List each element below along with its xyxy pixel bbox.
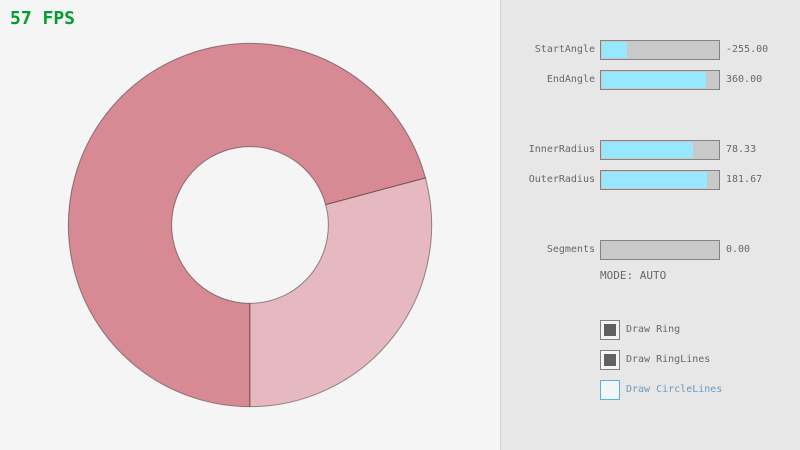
draw-ringlines-checkbox-label: Draw RingLines [626, 354, 711, 365]
draw-circlelines-checkbox[interactable]: Draw CircleLines [600, 380, 760, 400]
checkbox-check-mark [604, 324, 616, 336]
innerradius-value: 78.33 [726, 144, 757, 155]
innerradius-slider[interactable] [600, 140, 720, 160]
ring-sector-double-pass [67, 42, 427, 408]
endangle-label: EndAngle [546, 74, 595, 85]
startangle-label: StartAngle [534, 44, 595, 55]
ring-sector-single-pass [249, 177, 433, 408]
checkbox-box[interactable] [600, 380, 620, 400]
endangle-value: 360.00 [726, 74, 763, 85]
segments-value: 0.00 [726, 244, 751, 255]
startangle-value: -255.00 [726, 44, 769, 55]
endangle-slider-fill [602, 72, 707, 88]
segments-label: Segments [546, 244, 595, 255]
checkbox-box[interactable] [600, 320, 620, 340]
outerradius-slider-fill [602, 172, 708, 188]
segments-slider[interactable] [600, 240, 720, 260]
draw-ring-checkbox[interactable]: Draw Ring [600, 320, 760, 340]
startangle-slider-fill [602, 42, 628, 58]
innerradius-slider-fill [602, 142, 693, 158]
outerradius-slider[interactable] [600, 170, 720, 190]
draw-circlelines-checkbox-label: Draw CircleLines [626, 384, 723, 395]
endangle-slider[interactable] [600, 70, 720, 90]
outerradius-label: OuterRadius [528, 174, 595, 185]
fps-counter: 57 FPS [10, 8, 76, 29]
segments-mode-text: MODE: AUTO [600, 269, 667, 282]
draw-ringlines-checkbox[interactable]: Draw RingLines [600, 350, 760, 370]
checkbox-box[interactable] [600, 350, 620, 370]
startangle-slider[interactable] [600, 40, 720, 60]
checkbox-check-mark [604, 354, 616, 366]
draw-ring-checkbox-label: Draw Ring [626, 324, 681, 335]
innerradius-label: InnerRadius [528, 144, 595, 155]
outerradius-value: 181.67 [726, 174, 763, 185]
